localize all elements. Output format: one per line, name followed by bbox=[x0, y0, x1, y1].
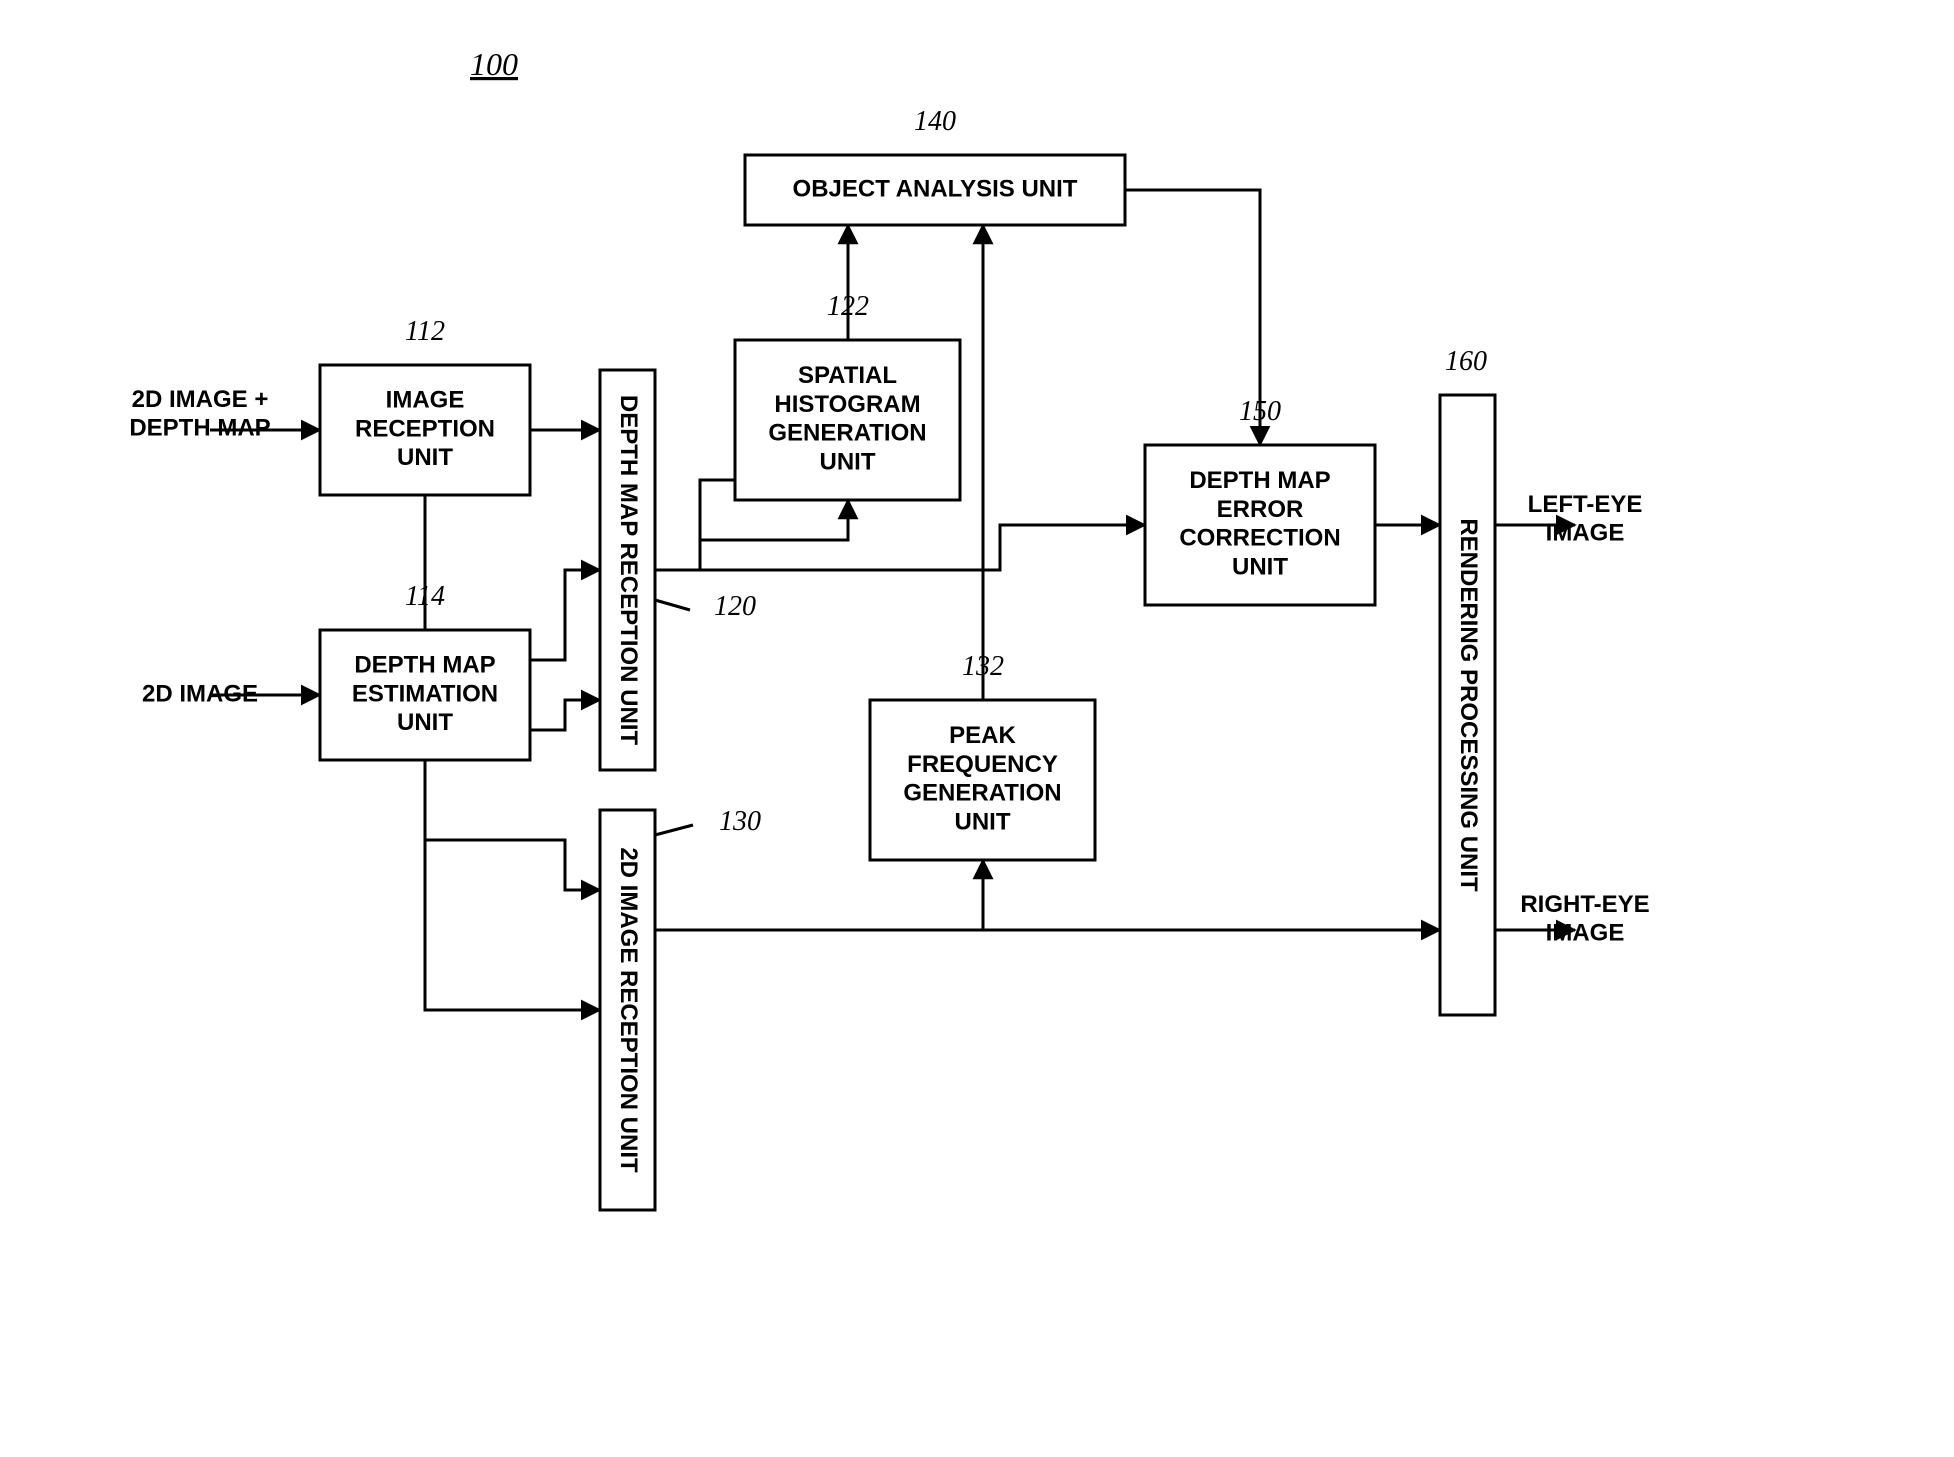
block-n140: OBJECT ANALYSIS UNIT bbox=[745, 155, 1125, 225]
edge bbox=[655, 525, 1145, 570]
output-label: LEFT-EYE bbox=[1528, 491, 1643, 518]
edge bbox=[530, 700, 600, 730]
ref-number: 130 bbox=[719, 806, 761, 837]
ref-number: 140 bbox=[914, 106, 956, 137]
block-label: 2D IMAGE RECEPTION UNIT bbox=[615, 847, 642, 1173]
block-n114: DEPTH MAPESTIMATIONUNIT bbox=[320, 630, 530, 760]
ref-number: 120 bbox=[714, 591, 756, 622]
ref-number: 132 bbox=[962, 651, 1004, 682]
block-label: UNIT bbox=[397, 709, 453, 736]
figure-number: 100 bbox=[470, 46, 518, 82]
block-label: UNIT bbox=[820, 449, 876, 476]
block-label: HISTOGRAM bbox=[774, 391, 920, 418]
ref-leader bbox=[655, 600, 690, 610]
edge bbox=[655, 480, 735, 570]
ref-number: 160 bbox=[1445, 346, 1487, 377]
input-label: DEPTH MAP bbox=[129, 415, 270, 442]
block-n132: PEAKFREQUENCYGENERATIONUNIT bbox=[870, 700, 1095, 860]
block-label: UNIT bbox=[1232, 554, 1288, 581]
block-label: UNIT bbox=[397, 444, 453, 471]
edge bbox=[425, 760, 600, 1010]
input-label: 2D IMAGE bbox=[142, 680, 258, 707]
output-label: IMAGE bbox=[1546, 920, 1625, 947]
output-label: RIGHT-EYE bbox=[1520, 891, 1649, 918]
ref-number: 112 bbox=[405, 316, 445, 347]
block-n160: RENDERING PROCESSING UNIT bbox=[1440, 395, 1495, 1015]
block-n150: DEPTH MAPERRORCORRECTIONUNIT bbox=[1145, 445, 1375, 605]
ref-number: 114 bbox=[405, 581, 445, 612]
ref-leader bbox=[655, 825, 693, 835]
block-label: DEPTH MAP RECEPTION UNIT bbox=[615, 395, 642, 746]
block-label: DEPTH MAP bbox=[1189, 467, 1330, 494]
block-n120: DEPTH MAP RECEPTION UNIT bbox=[600, 370, 655, 770]
ref-number: 150 bbox=[1239, 396, 1281, 427]
block-label: OBJECT ANALYSIS UNIT bbox=[793, 175, 1078, 202]
block-n130: 2D IMAGE RECEPTION UNIT bbox=[600, 810, 655, 1210]
block-label: FREQUENCY bbox=[907, 751, 1058, 778]
block-label: UNIT bbox=[955, 809, 1011, 836]
block-label: RENDERING PROCESSING UNIT bbox=[1455, 518, 1482, 892]
block-label: DEPTH MAP bbox=[354, 652, 495, 679]
block-label: SPATIAL bbox=[798, 362, 897, 389]
input-label: 2D IMAGE + bbox=[132, 386, 269, 413]
edge bbox=[700, 500, 848, 570]
block-label: CORRECTION bbox=[1179, 525, 1340, 552]
edge bbox=[655, 860, 983, 930]
edge bbox=[530, 570, 600, 660]
block-label: PEAK bbox=[949, 722, 1016, 749]
block-label: GENERATION bbox=[768, 420, 926, 447]
block-label: RECEPTION bbox=[355, 415, 495, 442]
block-n112: IMAGERECEPTIONUNIT bbox=[320, 365, 530, 495]
block-label: ESTIMATION bbox=[352, 680, 498, 707]
block-label: ERROR bbox=[1217, 496, 1304, 523]
block-label: IMAGE bbox=[386, 387, 465, 414]
ref-number: 122 bbox=[827, 291, 869, 322]
block-label: GENERATION bbox=[903, 780, 1061, 807]
block-n122: SPATIALHISTOGRAMGENERATIONUNIT bbox=[735, 340, 960, 500]
output-label: IMAGE bbox=[1546, 520, 1625, 547]
diagram-canvas: 100IMAGERECEPTIONUNITDEPTH MAPESTIMATION… bbox=[0, 0, 1954, 1457]
